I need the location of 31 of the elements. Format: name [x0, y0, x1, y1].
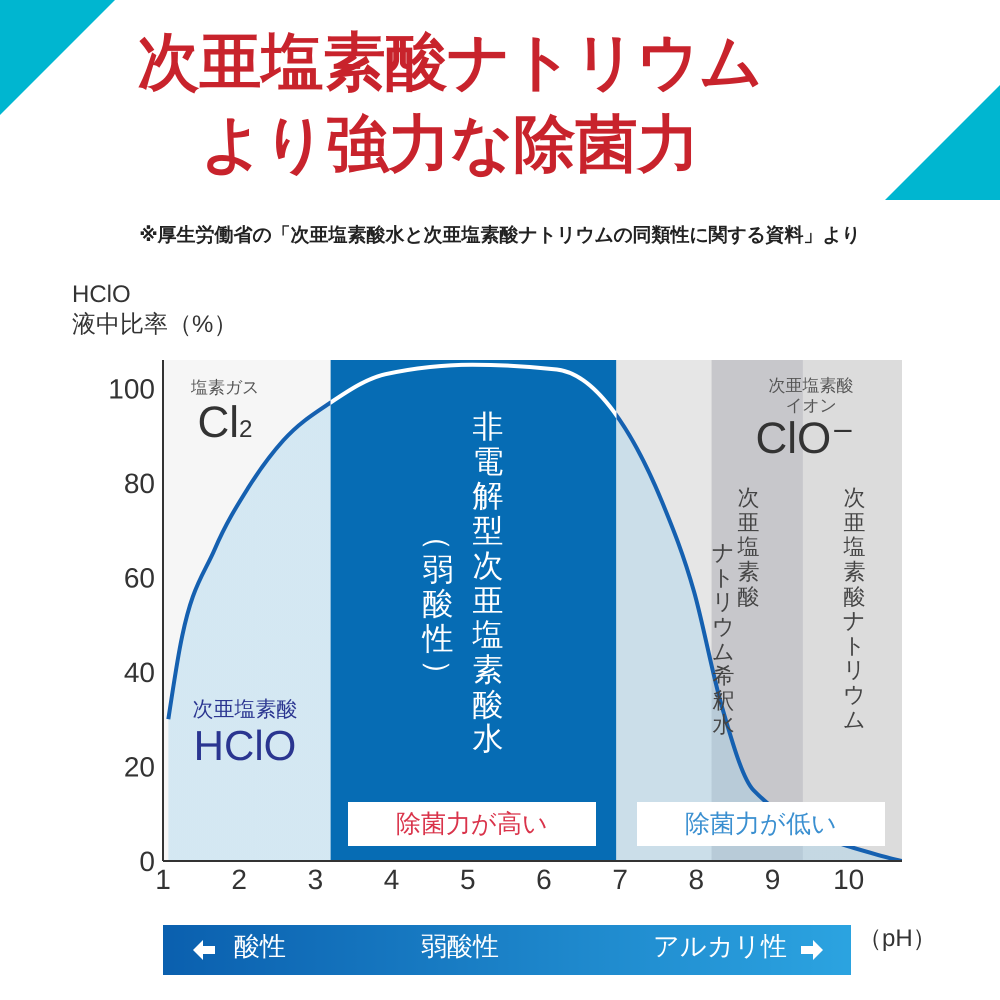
y-tick-label: 40: [124, 656, 155, 688]
chart-title: 次亜塩素酸ナトリウムより強力な除菌力: [136, 27, 764, 181]
x-tick-label: 3: [308, 864, 324, 895]
annotation: 次亜塩素酸: [192, 698, 298, 722]
y-tick-label: 80: [124, 468, 155, 499]
y-axis-title: HClO 液中比率（%）: [72, 280, 238, 340]
text: 次亜塩素酸ナトリウム: [843, 485, 866, 732]
x-tick-label: 10: [833, 864, 864, 895]
x-tick-label: 7: [612, 864, 628, 895]
x-tick-label: 8: [688, 864, 704, 895]
y-tick-label: 0: [139, 846, 155, 877]
annotation: 塩素ガス: [190, 378, 260, 398]
x-tick-label: 1: [155, 864, 171, 895]
x-tick-label: 5: [460, 864, 476, 895]
x-tick-label: 6: [536, 864, 552, 895]
annotation: （弱酸性）: [420, 520, 456, 690]
x-tick-label: 9: [764, 864, 780, 895]
annotation: HClO: [192, 722, 298, 770]
x-tick-label: 2: [231, 864, 247, 895]
text: アルカリ性: [652, 931, 788, 962]
annotation: ClO⁻: [754, 414, 856, 465]
y-tick-label: 60: [124, 562, 155, 594]
annotation: 次亜塩素酸イオン: [768, 376, 854, 416]
text: 非電解型次亜塩素酸水: [472, 409, 504, 756]
text: 酸性: [233, 931, 287, 962]
text: 弱酸性: [420, 931, 500, 962]
x-axis-title: （pH）: [858, 924, 937, 954]
x-tick-label: 4: [384, 864, 400, 895]
y-tick-label: 100: [108, 373, 155, 404]
y-tick-label: 20: [124, 751, 155, 782]
chart-subtitle: ※厚生労働省の「次亜塩素酸水と次亜塩素酸ナトリウムの同類性に関する資料」より: [138, 224, 862, 248]
